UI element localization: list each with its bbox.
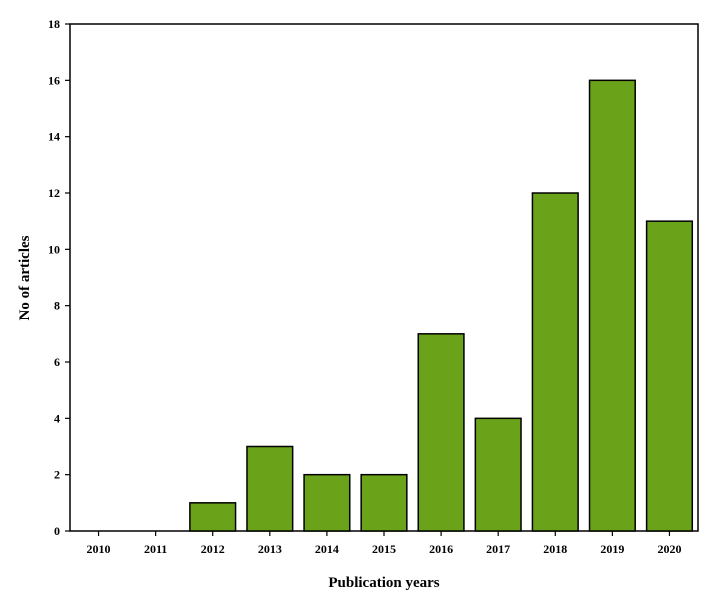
x-tick-label: 2020 (657, 542, 681, 556)
x-tick-label: 2011 (144, 542, 167, 556)
bar (531, 192, 579, 532)
y-tick-label: 16 (48, 73, 60, 87)
y-tick-label: 8 (54, 299, 60, 313)
x-tick-label: 2013 (258, 542, 282, 556)
x-axis: 2010 2011 2012 2013 2014 2015 2016 2017 2018 2019… (87, 531, 681, 556)
x-axis-title: Publication years (328, 575, 439, 591)
bar (417, 333, 465, 532)
y-tick-label: 4 (54, 411, 60, 425)
x-tick-label: 2018 (543, 542, 567, 556)
bar (588, 79, 636, 532)
x-tick-label: 2016 (429, 542, 453, 556)
x-tick-label: 2010 (87, 542, 111, 556)
y-axis: 0 2 4 6 8 10 12 14 16 18 (48, 17, 70, 538)
bar (303, 473, 351, 532)
x-tick-label: 2012 (201, 542, 225, 556)
y-tick-label: 14 (48, 130, 60, 144)
y-axis-title: No of articles (17, 235, 33, 320)
bar (360, 473, 408, 532)
bar (246, 445, 294, 532)
bar-series (189, 79, 694, 532)
y-tick-label: 0 (54, 524, 60, 538)
x-tick-label: 2017 (486, 542, 510, 556)
x-tick-label: 2015 (372, 542, 396, 556)
y-tick-label: 10 (48, 242, 60, 256)
bar (189, 502, 237, 532)
x-tick-label: 2019 (600, 542, 624, 556)
bar (474, 417, 522, 532)
y-tick-label: 12 (48, 186, 60, 200)
y-tick-label: 2 (54, 468, 60, 482)
x-tick-label: 2014 (315, 542, 339, 556)
y-tick-label: 18 (48, 17, 60, 31)
y-tick-label: 6 (54, 355, 60, 369)
bar (645, 220, 694, 532)
